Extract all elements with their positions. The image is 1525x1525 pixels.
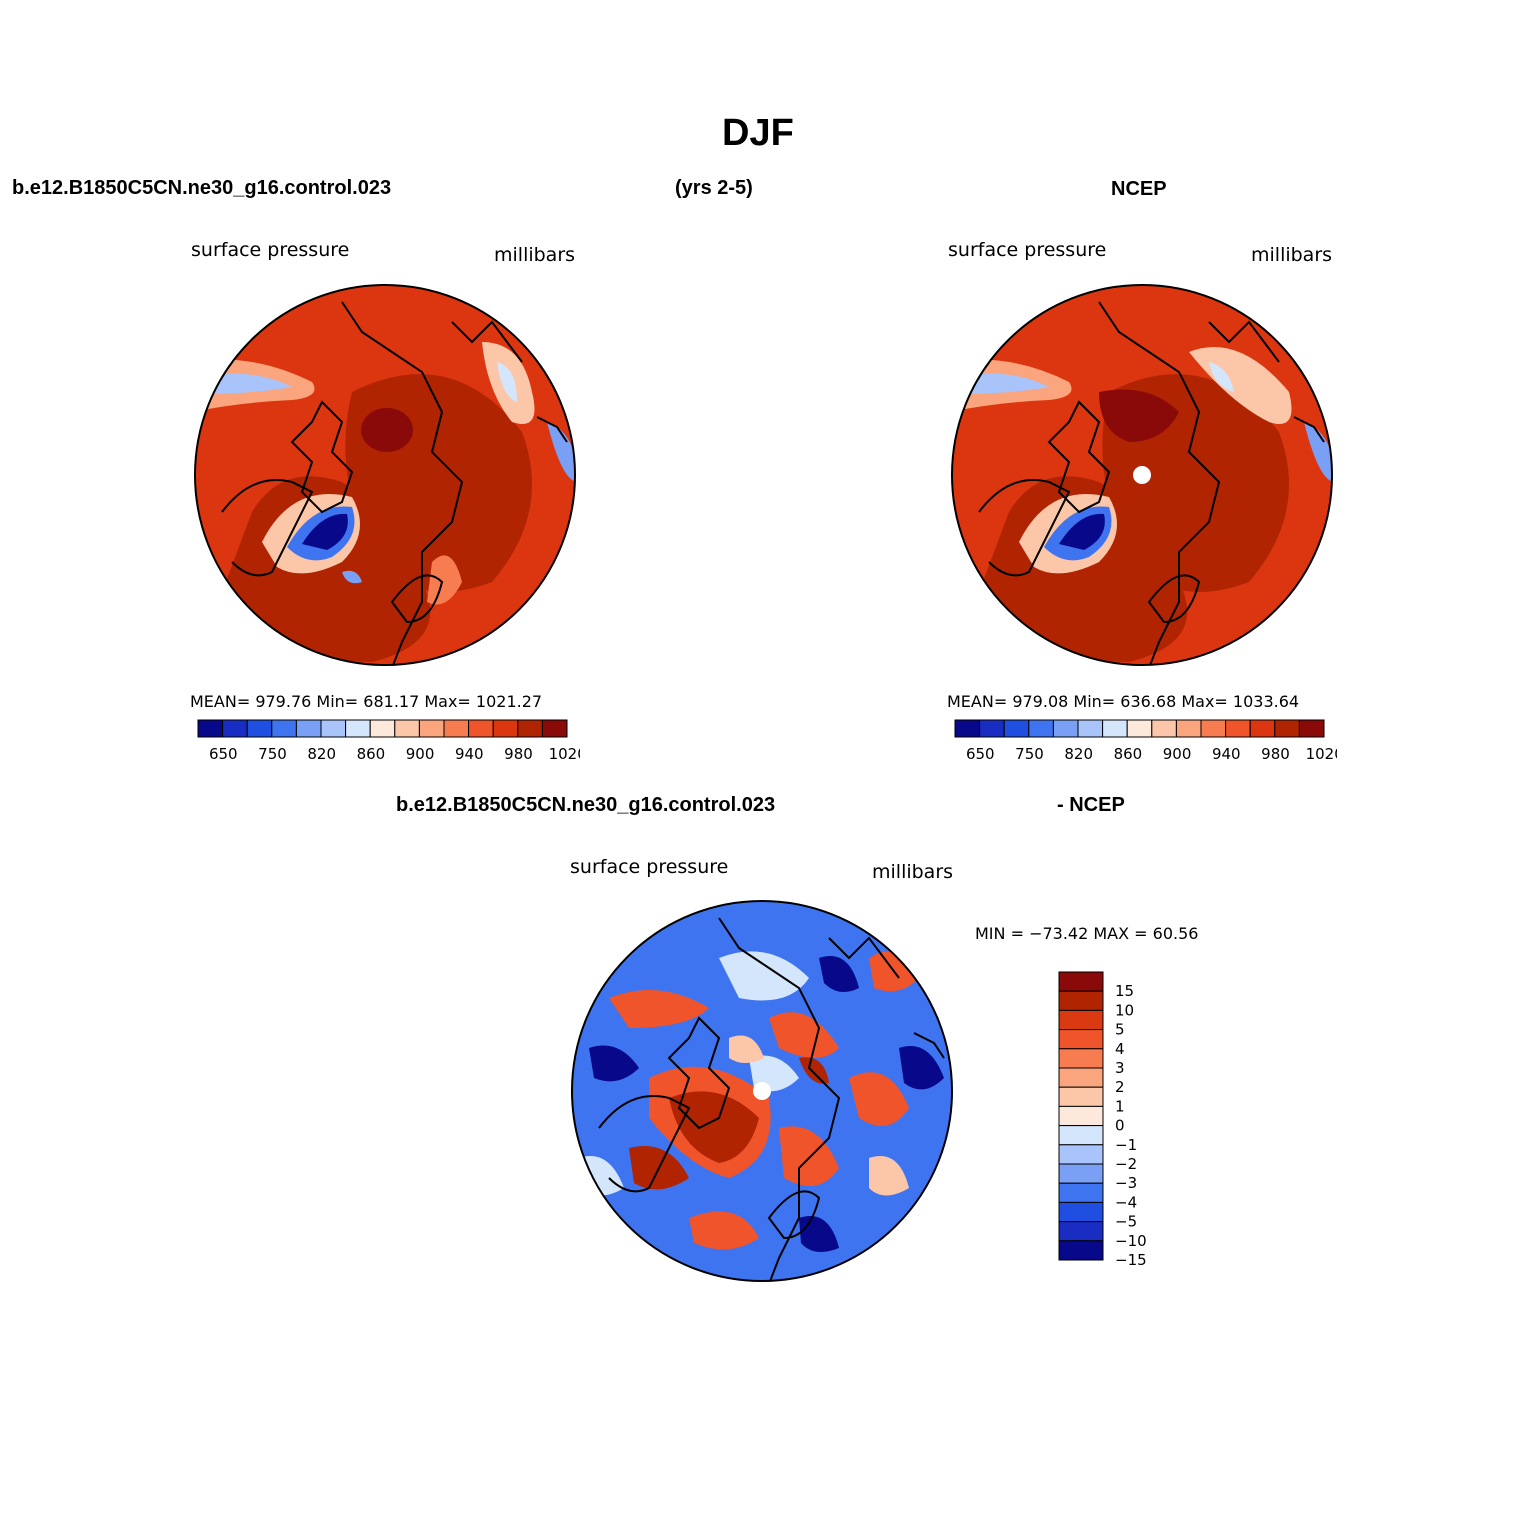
diff-variable-label: surface pressure: [570, 856, 729, 878]
panel1-colorbar-swatch: [271, 719, 297, 738]
diff-colorbar-tick-label: 5: [1115, 1021, 1125, 1039]
diff-colorbar-swatch: [1058, 1029, 1104, 1050]
panel2-colorbar-swatch: [1151, 719, 1177, 738]
diff-colorbar-tick-label: −10: [1115, 1232, 1147, 1250]
diff-colorbar-swatch: [1058, 1144, 1104, 1165]
diff-colorbar-tick-label: −3: [1115, 1174, 1137, 1192]
panel1-colorbar-swatch: [541, 719, 568, 738]
diff-colorbar-swatch: [1058, 1221, 1104, 1242]
years-label: (yrs 2-5): [675, 177, 753, 199]
diff-colorbar-swatch: [1058, 1009, 1104, 1031]
page-title: DJF: [722, 112, 794, 154]
panel1-colorbar-tick-label: 860: [357, 745, 386, 763]
panel2-units-label: millibars: [1251, 244, 1333, 266]
panel2-stats: MEAN= 979.08 Min= 636.68 Max= 1033.64: [947, 692, 1300, 711]
diff-minmax: MIN = −73.42 MAX = 60.56: [975, 924, 1199, 943]
panel2-colorbar-swatch: [1126, 719, 1153, 738]
panel2-colorbar-tick-label: 900: [1163, 745, 1192, 763]
panel1-colorbar-tick-label: 650: [209, 745, 238, 763]
pole-marker: [753, 1082, 771, 1100]
panel1-units-label: millibars: [494, 244, 576, 266]
diff-colorbar-swatch: [1058, 1067, 1104, 1088]
obs-name-label: NCEP: [1111, 178, 1167, 200]
panel1-colorbar-swatch: [394, 719, 420, 738]
panel1-colorbar-tick-label: 900: [406, 745, 435, 763]
panel2-colorbar-swatch: [1028, 719, 1054, 738]
panel1-colorbar: 650 750 820 860 900 940 980 1020: [197, 719, 580, 763]
panel1-colorbar-swatch: [345, 719, 371, 738]
panel1-colorbar-swatch: [295, 719, 322, 738]
panel1-colorbar-swatch: [320, 719, 347, 738]
panel2-colorbar-swatch: [1102, 719, 1128, 738]
panel2-colorbar-tick-label: 750: [1015, 745, 1044, 763]
panel2-colorbar-tick-label: 940: [1212, 745, 1241, 763]
panel2-colorbar-swatch: [954, 719, 981, 738]
panel2-colorbar-swatch: [1052, 719, 1079, 738]
obs-polar-map: [951, 284, 1333, 666]
panel1-colorbar-tick-label: 980: [504, 745, 533, 763]
diff-colorbar-swatch: [1058, 1086, 1104, 1107]
diff-colorbar-tick-label: 3: [1115, 1059, 1125, 1077]
panel2-colorbar-tick-label: 1020: [1306, 745, 1337, 763]
diff-units-label: millibars: [872, 861, 954, 883]
panel2-colorbar-swatch: [1003, 719, 1030, 738]
diff-colorbar-tick-label: −5: [1115, 1213, 1137, 1231]
panel1-colorbar-swatch: [246, 719, 273, 738]
panel2-colorbar-swatch: [1175, 719, 1202, 738]
diff-colorbar-swatch: [1058, 971, 1104, 992]
panel2-colorbar-swatch: [1298, 719, 1325, 738]
panel1-colorbar-swatch: [492, 719, 519, 738]
panel1-colorbar-swatch: [517, 719, 543, 738]
diff-colorbar-swatch: [1058, 1201, 1104, 1223]
diff-colorbar-swatch: [1058, 1048, 1104, 1069]
difference-polar-map: [571, 900, 953, 1282]
panel1-colorbar-swatch: [197, 719, 224, 738]
panel2-colorbar: 650 750 820 860 900 940 980 1020: [954, 719, 1337, 763]
panel2-colorbar-tick-label: 650: [966, 745, 995, 763]
diff-colorbar-tick-label: 1: [1115, 1097, 1125, 1115]
diff-colorbar-swatch: [1058, 1182, 1104, 1203]
panel2-colorbar-swatch: [1077, 719, 1104, 738]
diff-colorbar-tick-label: 10: [1115, 1001, 1134, 1019]
diff-title-case: b.e12.B1850C5CN.ne30_g16.control.023: [396, 794, 776, 816]
panel1-colorbar-tick-label: 820: [307, 745, 336, 763]
panel1-stats: MEAN= 979.76 Min= 681.17 Max= 1021.27: [190, 692, 543, 711]
panel2-colorbar-swatch: [1200, 719, 1227, 738]
diff-colorbar-tick-label: −15: [1115, 1251, 1147, 1269]
diff-colorbar-swatch: [1058, 1125, 1104, 1146]
panel1-colorbar-swatch: [418, 719, 445, 738]
diff-colorbar-swatch: [1058, 1163, 1104, 1184]
panel2-colorbar-swatch: [1225, 719, 1251, 738]
panel1-colorbar-swatch: [222, 719, 248, 738]
panel2-colorbar-swatch: [979, 719, 1005, 738]
diff-colorbar-tick-label: 2: [1115, 1078, 1125, 1096]
diff-colorbar-swatch: [1058, 1105, 1104, 1127]
panel1-variable-label: surface pressure: [191, 239, 350, 261]
panel1-colorbar-tick-label: 750: [258, 745, 287, 763]
diff-colorbar-swatch: [1058, 990, 1104, 1011]
panel1-colorbar-tick-label: 1020: [549, 745, 580, 763]
panel1-colorbar-swatch: [369, 719, 396, 738]
diff-title-obs: - NCEP: [1057, 794, 1125, 816]
panel2-colorbar-tick-label: 860: [1114, 745, 1143, 763]
panel1-colorbar-swatch: [468, 719, 494, 738]
panel2-variable-label: surface pressure: [948, 239, 1107, 261]
panel1-colorbar-tick-label: 940: [455, 745, 484, 763]
diff-colorbar-tick-label: −4: [1115, 1193, 1137, 1211]
pole-marker: [1133, 466, 1151, 484]
panel1-colorbar-swatch: [443, 719, 470, 738]
panel2-colorbar-tick-label: 820: [1064, 745, 1093, 763]
panel2-colorbar-swatch: [1274, 719, 1300, 738]
diff-colorbar-tick-label: −2: [1115, 1155, 1137, 1173]
diff-colorbar-swatch: [1058, 1240, 1104, 1261]
case-name-label: b.e12.B1850C5CN.ne30_g16.control.023: [12, 177, 392, 199]
diff-colorbar-tick-label: 4: [1115, 1040, 1125, 1058]
diff-colorbar-tick-label: −1: [1115, 1136, 1137, 1154]
diff-colorbar-tick-label: 15: [1115, 982, 1134, 1000]
model-polar-map: [194, 284, 576, 666]
panel2-colorbar-tick-label: 980: [1261, 745, 1290, 763]
diff-colorbar-tick-label: 0: [1115, 1117, 1125, 1135]
panel2-colorbar-swatch: [1249, 719, 1276, 738]
